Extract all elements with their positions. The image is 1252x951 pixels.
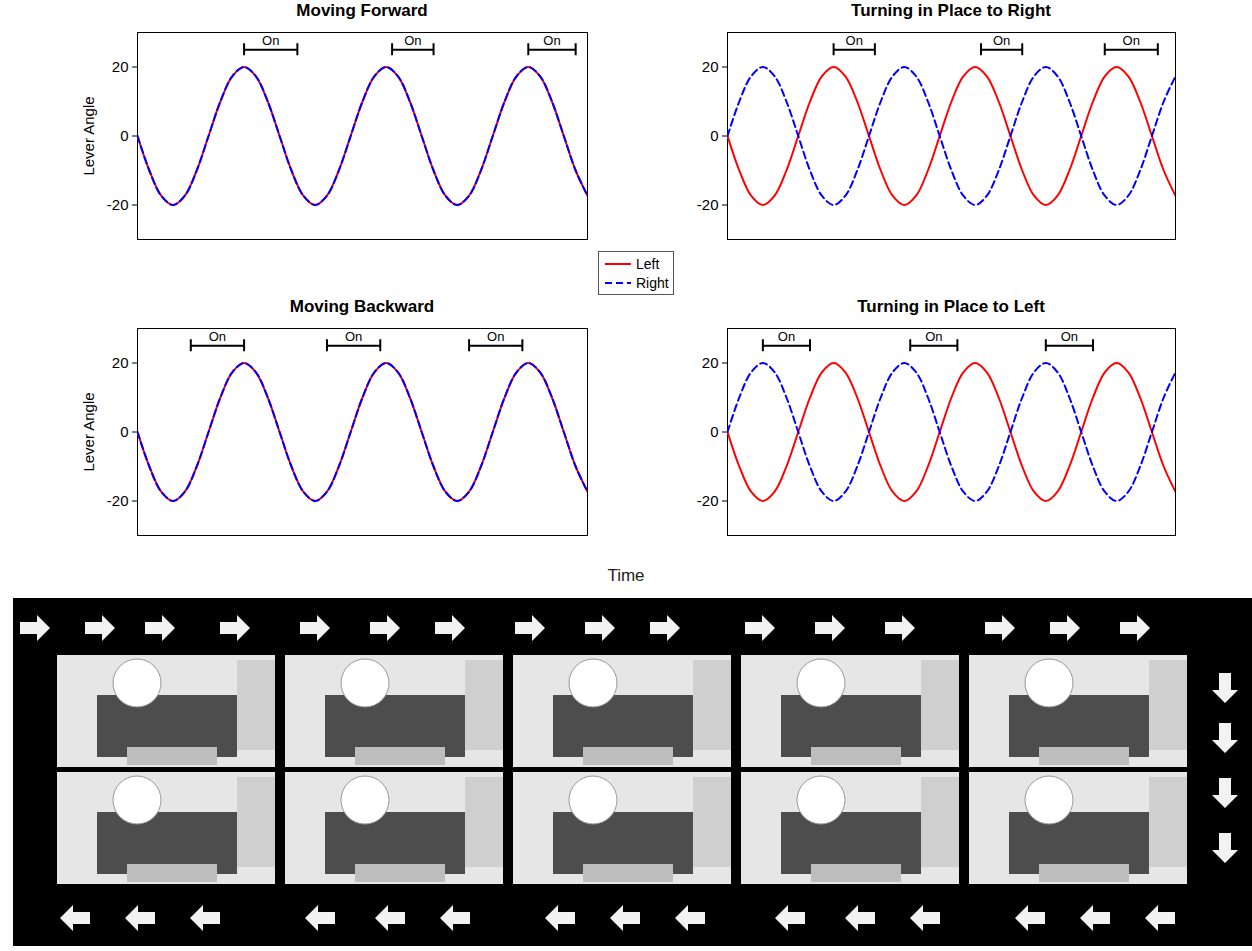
svg-text:20: 20 [702, 354, 719, 371]
html-text:Turning in Place to Right: Turning in Place to Right [851, 1, 1051, 20]
svg-text:20: 20 [702, 58, 719, 75]
html-text:Moving Backward: Moving Backward [289, 297, 435, 316]
svg-text:0: 0 [120, 127, 128, 144]
svg-text:On: On [993, 33, 1010, 48]
html-text:Moving Forward: Moving Forward [296, 1, 428, 20]
svg-text:20: 20 [112, 354, 129, 371]
svg-text:On: On [209, 329, 226, 344]
html-text:Left: Left [636, 255, 660, 272]
svg-text:On: On [262, 33, 279, 48]
html-text:Time: Time [607, 566, 645, 585]
svg-text:Lever Angle: Lever Angle [80, 96, 97, 175]
svg-text:On: On [778, 329, 795, 344]
svg-text:Lever Angle: Lever Angle [80, 392, 97, 471]
svg-text:On: On [1061, 329, 1078, 344]
html-text:Right: Right [636, 274, 669, 291]
svg-text:-20: -20 [697, 492, 719, 509]
svg-text:0: 0 [120, 423, 128, 440]
svg-text:-20: -20 [107, 492, 129, 509]
svg-text:20: 20 [112, 58, 129, 75]
svg-text:On: On [1123, 33, 1140, 48]
svg-text:0: 0 [710, 423, 718, 440]
svg-text:On: On [846, 33, 863, 48]
svg-text:On: On [543, 33, 560, 48]
svg-text:On: On [404, 33, 421, 48]
html-text:Turning in Place to Left: Turning in Place to Left [857, 297, 1045, 316]
svg-text:0: 0 [710, 127, 718, 144]
svg-text:On: On [487, 329, 504, 344]
svg-text:On: On [345, 329, 362, 344]
svg-text:-20: -20 [107, 196, 129, 213]
svg-text:On: On [925, 329, 942, 344]
svg-text:-20: -20 [697, 196, 719, 213]
